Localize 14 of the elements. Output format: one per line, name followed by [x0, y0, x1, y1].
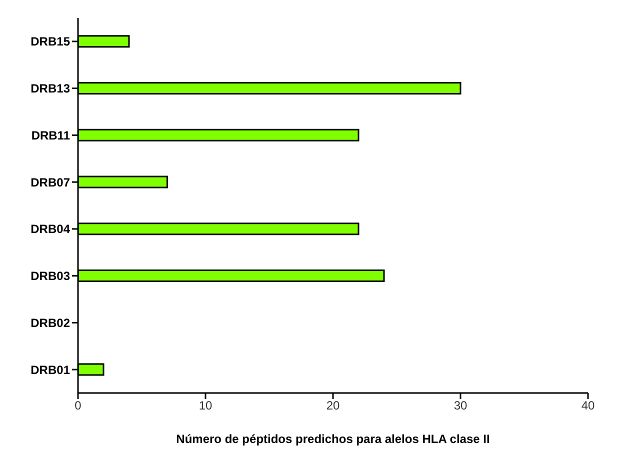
y-tick-label: DRB11 — [31, 128, 70, 142]
y-tick-label: DRB02 — [30, 316, 70, 330]
x-tick-label: 40 — [581, 398, 595, 413]
y-tick-label: DRB15 — [30, 34, 70, 49]
y-tick-label: DRB01 — [30, 362, 70, 377]
y-tick-label: DRB13 — [30, 82, 70, 96]
x-tick-label: 0 — [74, 398, 82, 413]
x-axis-title: Número de péptidos predichos para alelos HLA clase II — [176, 432, 490, 446]
y-tick-label: DRB04 — [30, 222, 70, 236]
y-tick-label: DRB03 — [30, 269, 70, 284]
x-tick-label: 10 — [198, 398, 212, 413]
y-tick-label: DRB07 — [30, 175, 70, 190]
x-tick-label: 30 — [454, 398, 468, 413]
x-tick-label: 20 — [326, 398, 340, 413]
